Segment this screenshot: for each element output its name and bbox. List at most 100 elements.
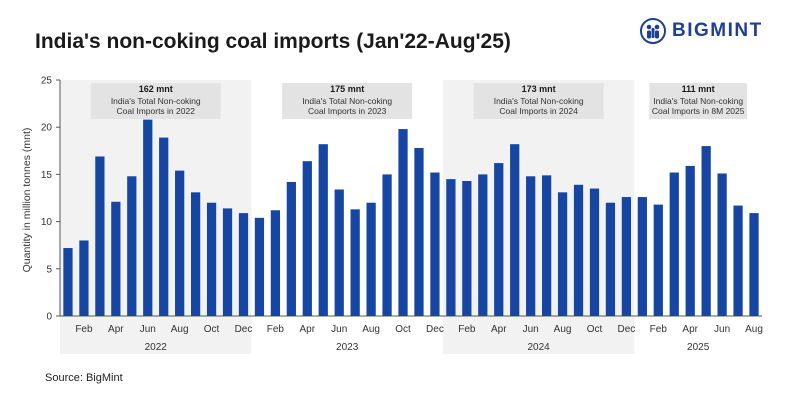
month-label-2023-jun: Jun: [331, 324, 347, 335]
bar-Mar-22: [95, 156, 105, 316]
month-label-2025-aug: Aug: [745, 324, 763, 335]
month-label-2024-apr: Apr: [491, 324, 507, 335]
chart-title: India's non-coking coal imports (Jan'22-…: [35, 30, 511, 53]
annotation-line1-2023: India's Total Non-coking: [302, 96, 392, 106]
bar-Jan-23: [254, 217, 265, 316]
annotation-line1-2024: India's Total Non-coking: [494, 96, 584, 106]
people-icon: [640, 18, 666, 44]
annotation-line2-2022: Coal Imports in 2022: [117, 106, 196, 116]
y-tick-label: 25: [41, 76, 53, 87]
month-label-2023-dec: Dec: [426, 324, 444, 335]
annotation-total-2022: 162 mnt: [139, 84, 173, 94]
month-label-2024-dec: Dec: [617, 324, 635, 335]
annotation-line1-2025: India's Total Non-coking: [653, 96, 743, 106]
year-shade-2024: [442, 80, 635, 354]
year-label-2025: 2025: [687, 342, 710, 353]
bar-Jul-24: [541, 175, 552, 316]
bar-Jun-22: [143, 119, 153, 316]
month-label-2024-aug: Aug: [554, 324, 572, 335]
y-tick-label: 10: [41, 217, 53, 228]
bigmint-logo: BIGMINT: [640, 18, 763, 44]
bar-Mar-24: [478, 174, 488, 316]
month-label-2022-apr: Apr: [108, 324, 124, 335]
bar-Dec-23: [430, 172, 440, 316]
y-axis-label: Quantity in million tonnes (mnt): [21, 128, 33, 273]
month-label-2024-feb: Feb: [458, 324, 476, 335]
bar-Sep-23: [382, 174, 392, 316]
bar-Feb-24: [462, 181, 472, 316]
logo-text: BIGMINT: [672, 20, 763, 41]
month-label-2022-oct: Oct: [204, 324, 220, 335]
bar-Mar-23: [286, 181, 296, 316]
source-note: Source: BigMint: [45, 372, 123, 384]
annotation-line2-2025: Coal Imports in 8M 2025: [652, 106, 745, 116]
bar-Apr-23: [302, 161, 312, 316]
bar-May-23: [318, 144, 328, 316]
month-label-2023-oct: Oct: [395, 324, 411, 335]
bar-Feb-22: [79, 240, 89, 316]
bar-Jan-24: [446, 179, 456, 316]
bar-Oct-24: [589, 188, 600, 316]
bar-Jul-23: [350, 209, 360, 316]
annotation-box-2025: [649, 83, 747, 119]
annotation-box-2022: [90, 83, 221, 119]
bar-Sep-24: [573, 184, 584, 316]
month-label-2023-feb: Feb: [267, 324, 285, 335]
bar-Apr-25: [685, 165, 695, 316]
month-label-2022-aug: Aug: [171, 324, 189, 335]
bar-Sep-22: [190, 192, 201, 316]
month-label-2024-oct: Oct: [587, 324, 603, 335]
bar-Nov-23: [414, 147, 424, 316]
year-label-2023: 2023: [336, 342, 359, 353]
annotation-line2-2024: Coal Imports in 2024: [499, 106, 578, 116]
bar-May-25: [701, 146, 711, 316]
annotation-total-2025: 111 mnt: [682, 84, 715, 94]
annotation-line1-2022: India's Total Non-coking: [111, 96, 201, 106]
bar-Jan-25: [637, 197, 647, 316]
annotation-line2-2023: Coal Imports in 2023: [308, 106, 387, 116]
month-label-2022-feb: Feb: [75, 324, 93, 335]
bar-Jun-25: [717, 173, 727, 316]
y-tick-label: 15: [41, 170, 53, 181]
bar-Aug-22: [175, 170, 185, 316]
annotation-total-2024: 173 mnt: [522, 84, 556, 94]
y-tick-label: 5: [46, 264, 52, 275]
bar-Feb-23: [270, 210, 281, 316]
month-label-2025-apr: Apr: [682, 324, 698, 335]
bar-Jun-23: [334, 189, 344, 316]
bar-Mar-25: [669, 172, 679, 316]
bar-Jan-22: [63, 248, 73, 316]
bar-Feb-25: [653, 204, 663, 316]
bar-Nov-22: [222, 208, 233, 316]
month-label-2023-aug: Aug: [362, 324, 380, 335]
bar-Dec-22: [238, 213, 249, 316]
bar-Oct-22: [206, 202, 217, 316]
month-label-2024-jun: Jun: [523, 324, 539, 335]
year-label-2024: 2024: [528, 342, 551, 353]
bar-Jul-25: [733, 205, 743, 316]
annotation-box-2024: [473, 83, 604, 119]
y-tick-label: 0: [46, 312, 52, 323]
month-label-2022-jun: Jun: [140, 324, 156, 335]
month-label-2023-apr: Apr: [300, 324, 316, 335]
bar-Dec-24: [621, 197, 632, 316]
bar-Aug-25: [749, 213, 759, 316]
bar-Apr-22: [111, 201, 121, 316]
bar-Aug-23: [366, 202, 376, 316]
bar-Jul-22: [159, 137, 169, 316]
bar-Nov-24: [605, 202, 616, 316]
bar-May-24: [510, 144, 520, 316]
month-label-2022-dec: Dec: [235, 324, 253, 335]
bar-Apr-24: [494, 163, 504, 316]
year-label-2022: 2022: [145, 342, 168, 353]
annotation-total-2023: 175 mnt: [330, 84, 364, 94]
y-tick-label: 20: [41, 123, 53, 134]
bar-Jun-24: [526, 176, 536, 316]
bar-Oct-23: [398, 129, 408, 316]
month-label-2025-jun: Jun: [714, 324, 730, 335]
annotation-box-2023: [282, 83, 413, 119]
bar-Aug-24: [557, 192, 568, 316]
month-label-2025-feb: Feb: [650, 324, 668, 335]
year-shade-2022: [60, 80, 252, 354]
